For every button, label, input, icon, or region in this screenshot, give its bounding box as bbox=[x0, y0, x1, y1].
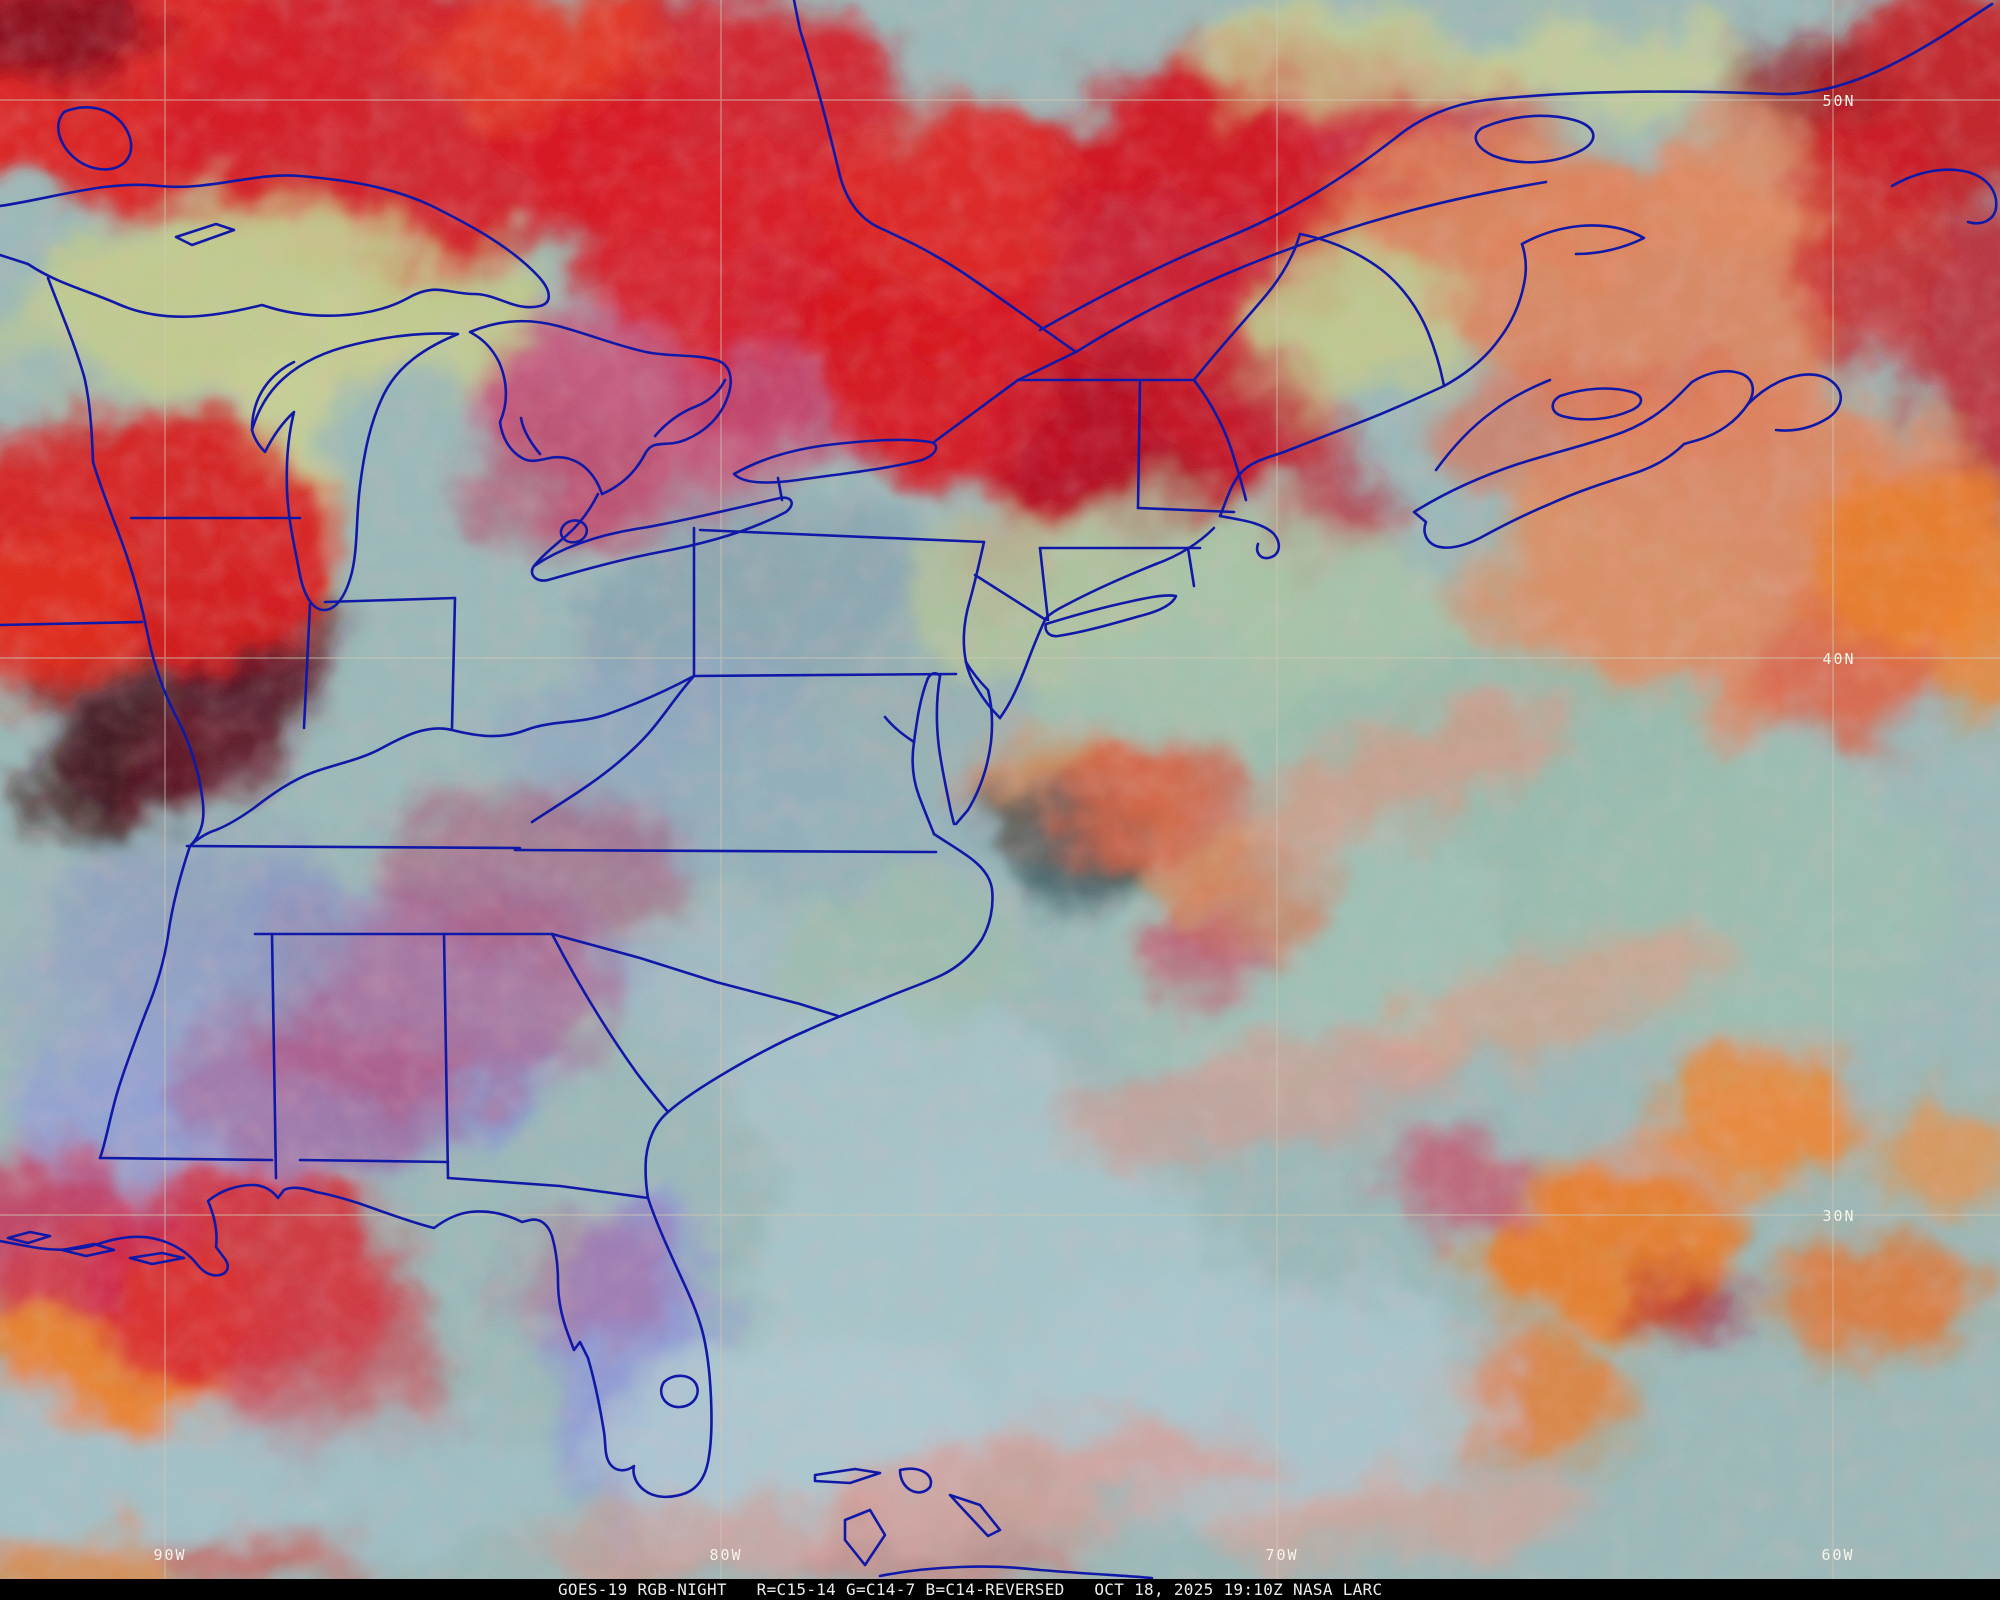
eleuthera-outline bbox=[948, 1493, 1002, 1538]
andros-outline bbox=[843, 1508, 887, 1567]
grand-bahama-outline bbox=[813, 1467, 882, 1485]
coastline-maine-to-boston bbox=[1218, 384, 1446, 518]
florida-east-coast bbox=[646, 1196, 713, 1495]
barrier-island-1 bbox=[6, 1230, 52, 1245]
anticosti-island-outline bbox=[1474, 114, 1595, 164]
st-lawrence-south-shore bbox=[1074, 180, 1548, 354]
cape-cod-outline bbox=[1218, 514, 1281, 560]
state-border-mi-south bbox=[323, 596, 457, 604]
state-border-31n-west bbox=[98, 1156, 274, 1162]
nova-scotia-outline bbox=[1412, 369, 1755, 549]
state-border-ct-ri bbox=[1186, 546, 1196, 588]
potomac-river-line bbox=[883, 715, 916, 744]
delmarva-atlantic-coast bbox=[954, 660, 994, 826]
state-border-nc-sc bbox=[550, 932, 840, 1018]
new-brunswick-coast bbox=[1442, 242, 1528, 388]
border-45n-to-montreal bbox=[1016, 350, 1078, 382]
cape-breton-outline bbox=[1746, 373, 1842, 432]
lake-michigan-outline bbox=[250, 332, 460, 612]
cuba-north-coast bbox=[878, 1565, 1154, 1580]
gulf-coast-line bbox=[0, 1183, 318, 1277]
chesapeake-east-shore bbox=[935, 674, 956, 826]
delaware-bay-west bbox=[964, 660, 1002, 720]
state-border-il-in bbox=[302, 602, 312, 730]
longitude-label-90w: 90W bbox=[153, 1546, 187, 1564]
gaspe-peninsula-line bbox=[1520, 224, 1646, 256]
barrier-island-3 bbox=[128, 1251, 186, 1266]
state-border-ny-pa bbox=[698, 528, 986, 544]
state-border-al-ga bbox=[442, 932, 450, 1180]
delaware-river-line bbox=[962, 540, 986, 664]
latitude-label-30n: 30N bbox=[1822, 1207, 1856, 1225]
state-border-ms-al bbox=[270, 932, 278, 1180]
state-border-31n-east bbox=[298, 1158, 450, 1164]
coastline-connecticut bbox=[1044, 562, 1158, 620]
bay-of-fundy-line bbox=[1434, 378, 1552, 472]
coastline-carolinas-georgia bbox=[644, 994, 892, 1200]
lake-ontario-outline bbox=[732, 438, 938, 484]
abaco-outline bbox=[898, 1467, 933, 1494]
caption-bar: GOES-19 RGB-NIGHT R=C15-14 G=C14-7 B=C14… bbox=[0, 1579, 2000, 1600]
chesapeake-west-shore bbox=[911, 676, 936, 836]
state-border-ny-nj bbox=[973, 573, 1048, 622]
maine-north-border bbox=[1192, 232, 1446, 388]
latitude-label-50n: 50N bbox=[1822, 92, 1856, 110]
prince-edward-island-outline bbox=[1551, 387, 1643, 421]
state-border-ia-mo bbox=[0, 620, 144, 627]
lake-okeechobee-outline bbox=[659, 1374, 699, 1409]
state-border-nh-me bbox=[1192, 378, 1248, 502]
longitude-label-70w: 70W bbox=[1265, 1546, 1299, 1564]
isle-royale-outline bbox=[174, 222, 236, 247]
lake-st-clair-outline bbox=[559, 519, 589, 544]
lake-erie-outline bbox=[530, 496, 793, 582]
ottawa-river-border bbox=[792, 0, 1078, 354]
state-border-ga-fl bbox=[446, 1176, 650, 1200]
newfoundland-tip-outline bbox=[1890, 168, 1998, 225]
green-bay-line bbox=[250, 360, 296, 432]
state-border-ct-ny bbox=[1038, 546, 1050, 622]
st-lawrence-north-shore bbox=[1038, 2, 1994, 332]
state-border-va-nc bbox=[513, 848, 938, 854]
lake-huron-outline bbox=[468, 319, 732, 496]
saginaw-bay-line bbox=[519, 416, 542, 456]
state-border-sc-ga-river bbox=[550, 932, 670, 1114]
detroit-river-line bbox=[532, 492, 600, 568]
st-lawrence-border-ny bbox=[932, 378, 1020, 444]
coastline-new-jersey bbox=[998, 616, 1048, 720]
mississippi-river-lower bbox=[98, 844, 192, 1160]
mississippi-river-upper bbox=[91, 460, 205, 848]
ohio-river-line bbox=[188, 674, 696, 848]
lake-superior-outline bbox=[0, 174, 551, 318]
state-border-appalachian bbox=[530, 674, 696, 824]
lake-nipigon-outline bbox=[57, 106, 133, 171]
georgian-bay-line bbox=[653, 378, 727, 438]
state-border-mason-dixon bbox=[692, 672, 958, 678]
longitude-label-60w: 60W bbox=[1821, 1546, 1855, 1564]
longitude-label-80w: 80W bbox=[709, 1546, 743, 1564]
barrier-island-2 bbox=[60, 1242, 116, 1258]
state-border-wi-mn bbox=[46, 276, 95, 464]
state-border-vt-nh bbox=[1136, 378, 1142, 510]
long-island-outline bbox=[1044, 594, 1178, 638]
state-border-ky-tn bbox=[185, 844, 522, 850]
state-border-ma-north bbox=[1136, 506, 1236, 514]
florida-west-coast bbox=[314, 1190, 688, 1499]
latitude-label-40n: 40N bbox=[1822, 650, 1856, 668]
state-border-in-oh bbox=[450, 596, 457, 730]
caption-text: GOES-19 RGB-NIGHT R=C15-14 G=C14-7 B=C14… bbox=[558, 1579, 1383, 1599]
outer-banks-coast bbox=[888, 832, 994, 998]
niagara-river-line bbox=[776, 476, 784, 502]
